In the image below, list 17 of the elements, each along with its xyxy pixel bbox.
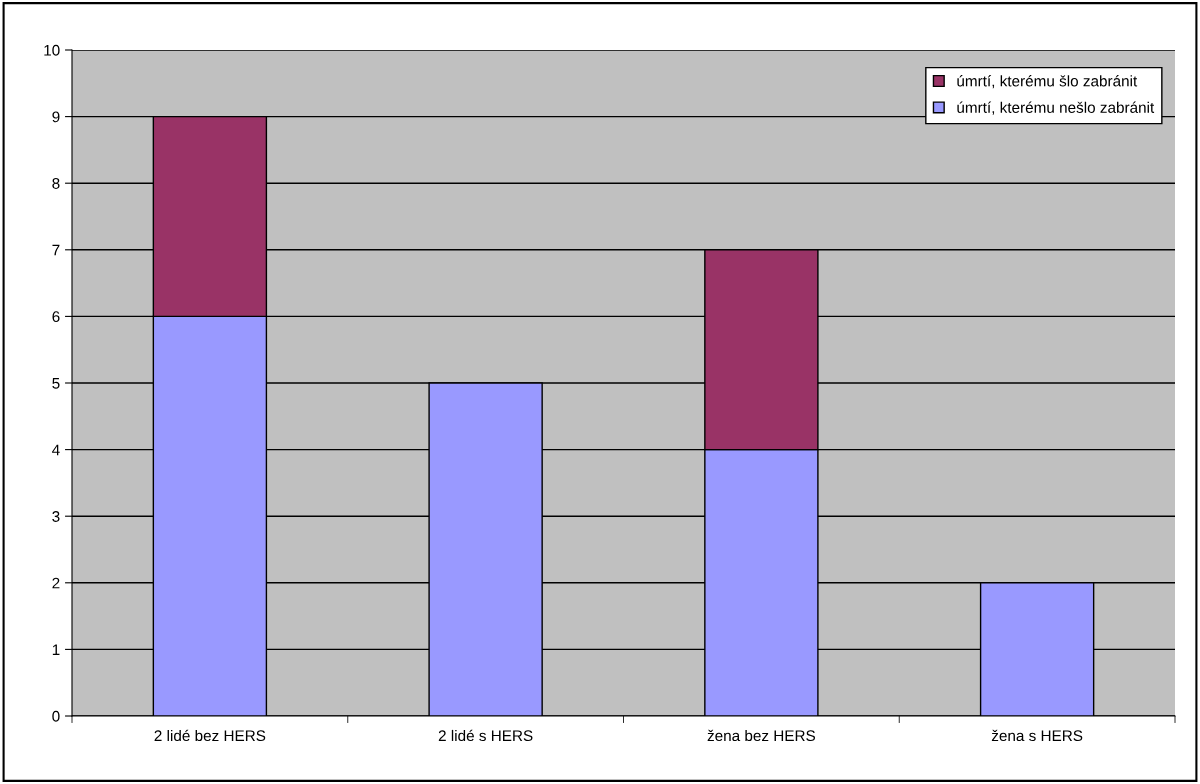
y-tick-label: 4 (52, 444, 60, 456)
x-tick-label: 2 lidé bez HERS (154, 729, 266, 742)
legend-label: úmrtí, kterému nešlo zabránit (957, 101, 1155, 115)
y-tick-label: 7 (52, 244, 60, 256)
y-tick-label: 1 (52, 644, 60, 655)
y-tick-label: 5 (52, 378, 60, 389)
x-tick-label: 2 lidé s HERS (438, 729, 533, 742)
y-tick-label: 6 (52, 311, 60, 323)
y-tick-label: 8 (52, 178, 60, 189)
legend-label: úmrtí, kterému šlo zabránit (957, 75, 1138, 89)
y-tick-label: 10 (44, 44, 60, 56)
x-tick-label: žena s HERS (991, 729, 1083, 742)
y-tick-label: 0 (52, 710, 60, 722)
y-tick-label: 9 (52, 111, 60, 123)
y-tick-label: 3 (52, 511, 60, 522)
y-tick-label: 2 (52, 577, 60, 589)
x-tick-label: žena bez HERS (707, 729, 816, 742)
